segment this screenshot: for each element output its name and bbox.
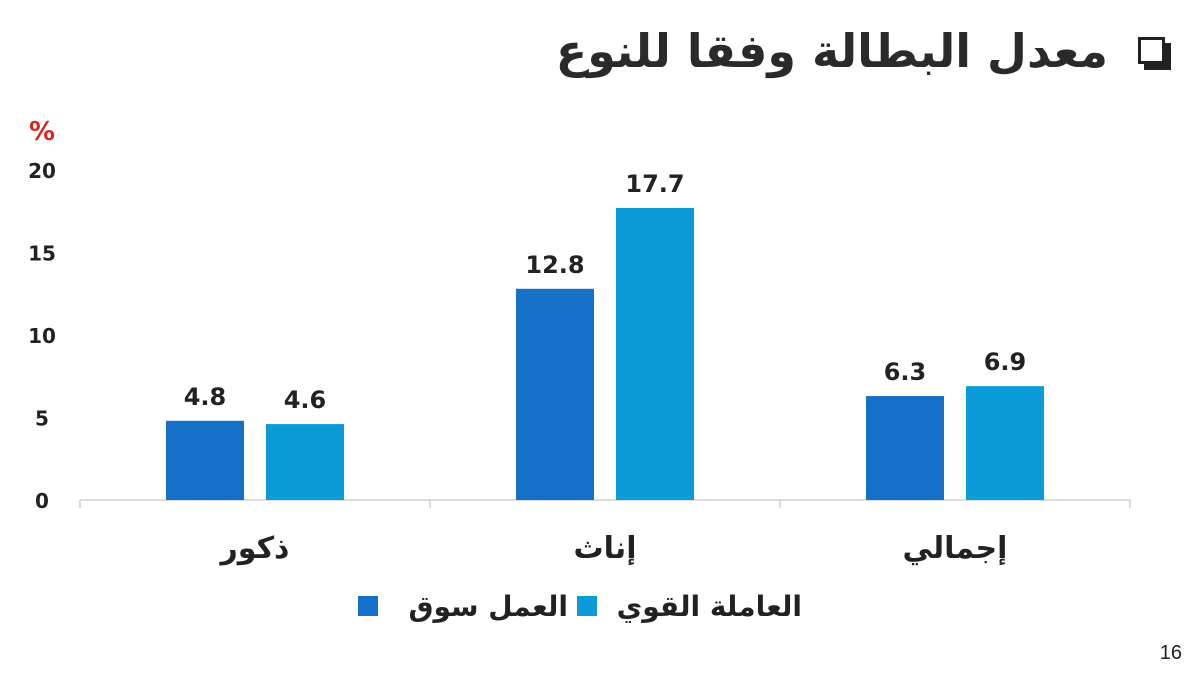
y-axis-unit: % [29, 117, 55, 147]
legend-label: العاملة القوي [617, 590, 802, 623]
legend-swatch [577, 596, 597, 616]
bar [516, 288, 594, 500]
bar [966, 386, 1044, 500]
data-label: 6.3 [884, 358, 927, 386]
data-label: 17.7 [625, 170, 684, 198]
data-label: 4.8 [184, 383, 227, 411]
bar [866, 396, 944, 500]
bar [166, 420, 244, 500]
checkbox-bullet-icon [1138, 37, 1171, 70]
data-label: 4.6 [284, 386, 327, 414]
x-category-label: إجمالي [903, 531, 1008, 566]
y-tick-label: 20 [28, 159, 56, 183]
y-tick-label: 10 [28, 324, 56, 348]
legend-label: العمل سوق [408, 590, 568, 623]
legend-swatch [358, 596, 378, 616]
y-tick-label: 0 [35, 489, 49, 513]
bar [266, 424, 344, 500]
x-category-label: إناث [574, 531, 637, 566]
y-tick-label: 5 [35, 407, 49, 431]
data-label: 6.9 [984, 348, 1027, 376]
page-title: معدل البطالة وفقا للنوع [555, 24, 1108, 78]
page-number: 16 [1159, 642, 1182, 664]
x-category-label: ذكور [219, 531, 290, 566]
title-row: معدل البطالة وفقا للنوع [555, 24, 1171, 78]
y-tick-label: 15 [28, 242, 56, 266]
data-label: 12.8 [525, 251, 584, 279]
bar [616, 207, 694, 500]
